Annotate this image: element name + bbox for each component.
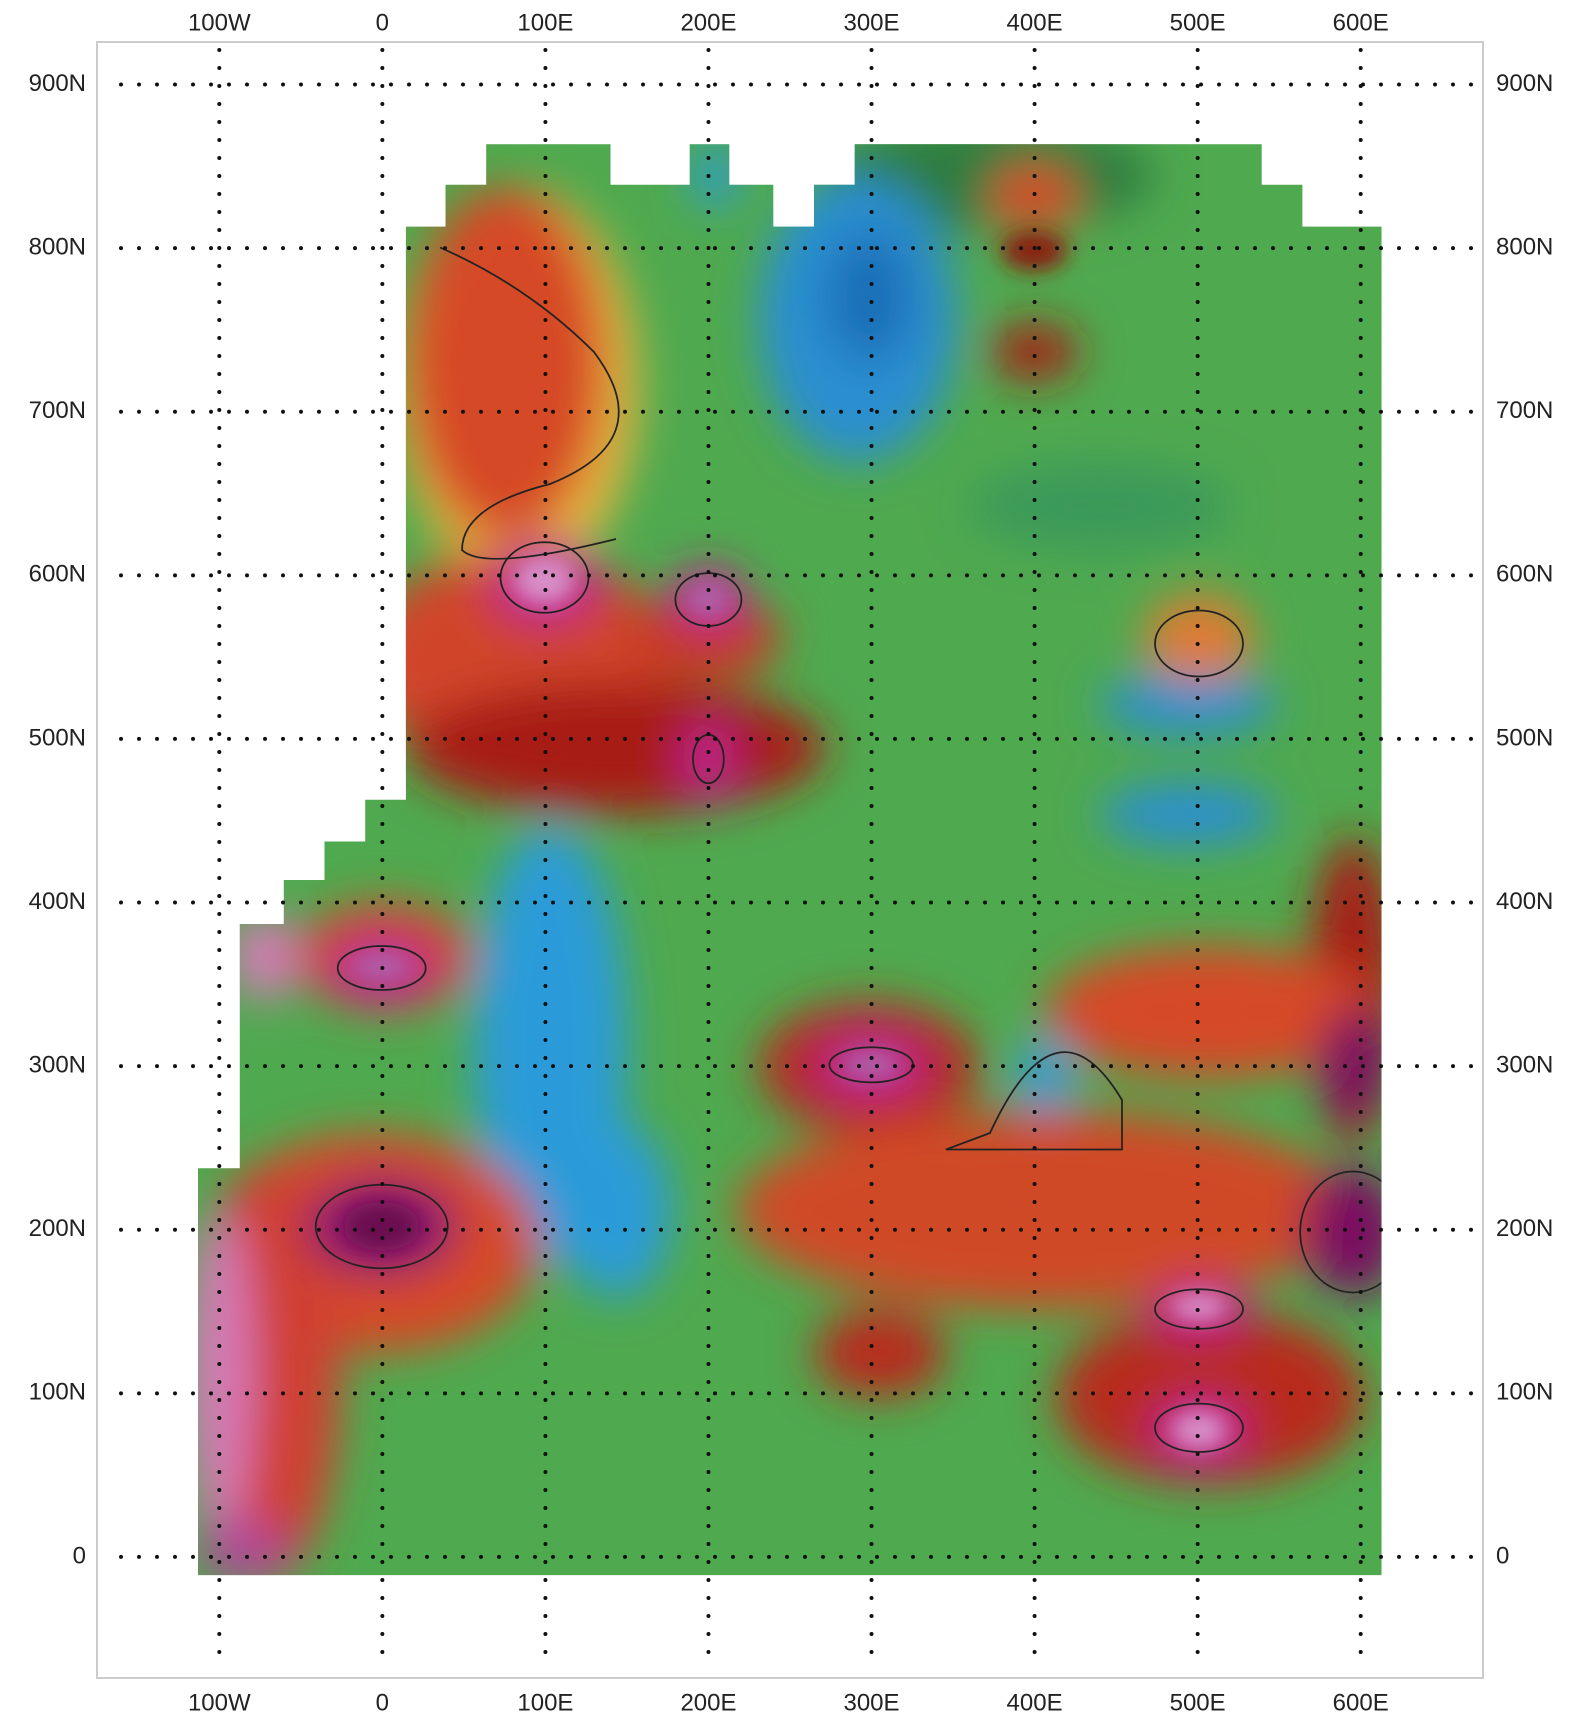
y-tick-label: 500N <box>1496 724 1553 751</box>
x-tick-label: 200E <box>680 9 736 36</box>
x-tick-label: 400E <box>1007 9 1063 36</box>
x-tick-label: 100E <box>517 1689 573 1716</box>
y-tick-label: 700N <box>1496 397 1553 424</box>
y-tick-label: 300N <box>29 1051 86 1078</box>
y-tick-label: 500N <box>29 724 86 751</box>
y-tick-label: 0 <box>1496 1542 1509 1569</box>
x-tick-label: 0 <box>376 9 389 36</box>
x-tick-label: 500E <box>1170 9 1226 36</box>
x-tick-label: 300E <box>843 1689 899 1716</box>
x-tick-label: 0 <box>376 1689 389 1716</box>
y-tick-label: 900N <box>29 70 86 97</box>
y-tick-label: 400N <box>29 888 86 915</box>
y-tick-label: 400N <box>1496 888 1553 915</box>
x-tick-label: 400E <box>1007 1689 1063 1716</box>
x-tick-label: 600E <box>1333 9 1389 36</box>
y-tick-label: 800N <box>1496 233 1553 260</box>
x-tick-label: 100W <box>188 9 251 36</box>
y-tick-label: 900N <box>1496 70 1553 97</box>
y-tick-label: 300N <box>1496 1051 1553 1078</box>
y-tick-label: 600N <box>29 561 86 588</box>
x-tick-label: 300E <box>843 9 899 36</box>
y-tick-label: 800N <box>29 233 86 260</box>
x-tick-label: 200E <box>680 1689 736 1716</box>
y-tick-label: 100N <box>29 1379 86 1406</box>
x-tick-label: 600E <box>1333 1689 1389 1716</box>
y-tick-label: 100N <box>1496 1379 1553 1406</box>
y-tick-label: 700N <box>29 397 86 424</box>
y-tick-label: 200N <box>29 1215 86 1242</box>
y-tick-label: 200N <box>1496 1215 1553 1242</box>
x-tick-label: 500E <box>1170 1689 1226 1716</box>
x-tick-label: 100W <box>188 1689 251 1716</box>
y-tick-label: 600N <box>1496 561 1553 588</box>
y-tick-label: 0 <box>73 1542 86 1569</box>
x-tick-label: 100E <box>517 9 573 36</box>
